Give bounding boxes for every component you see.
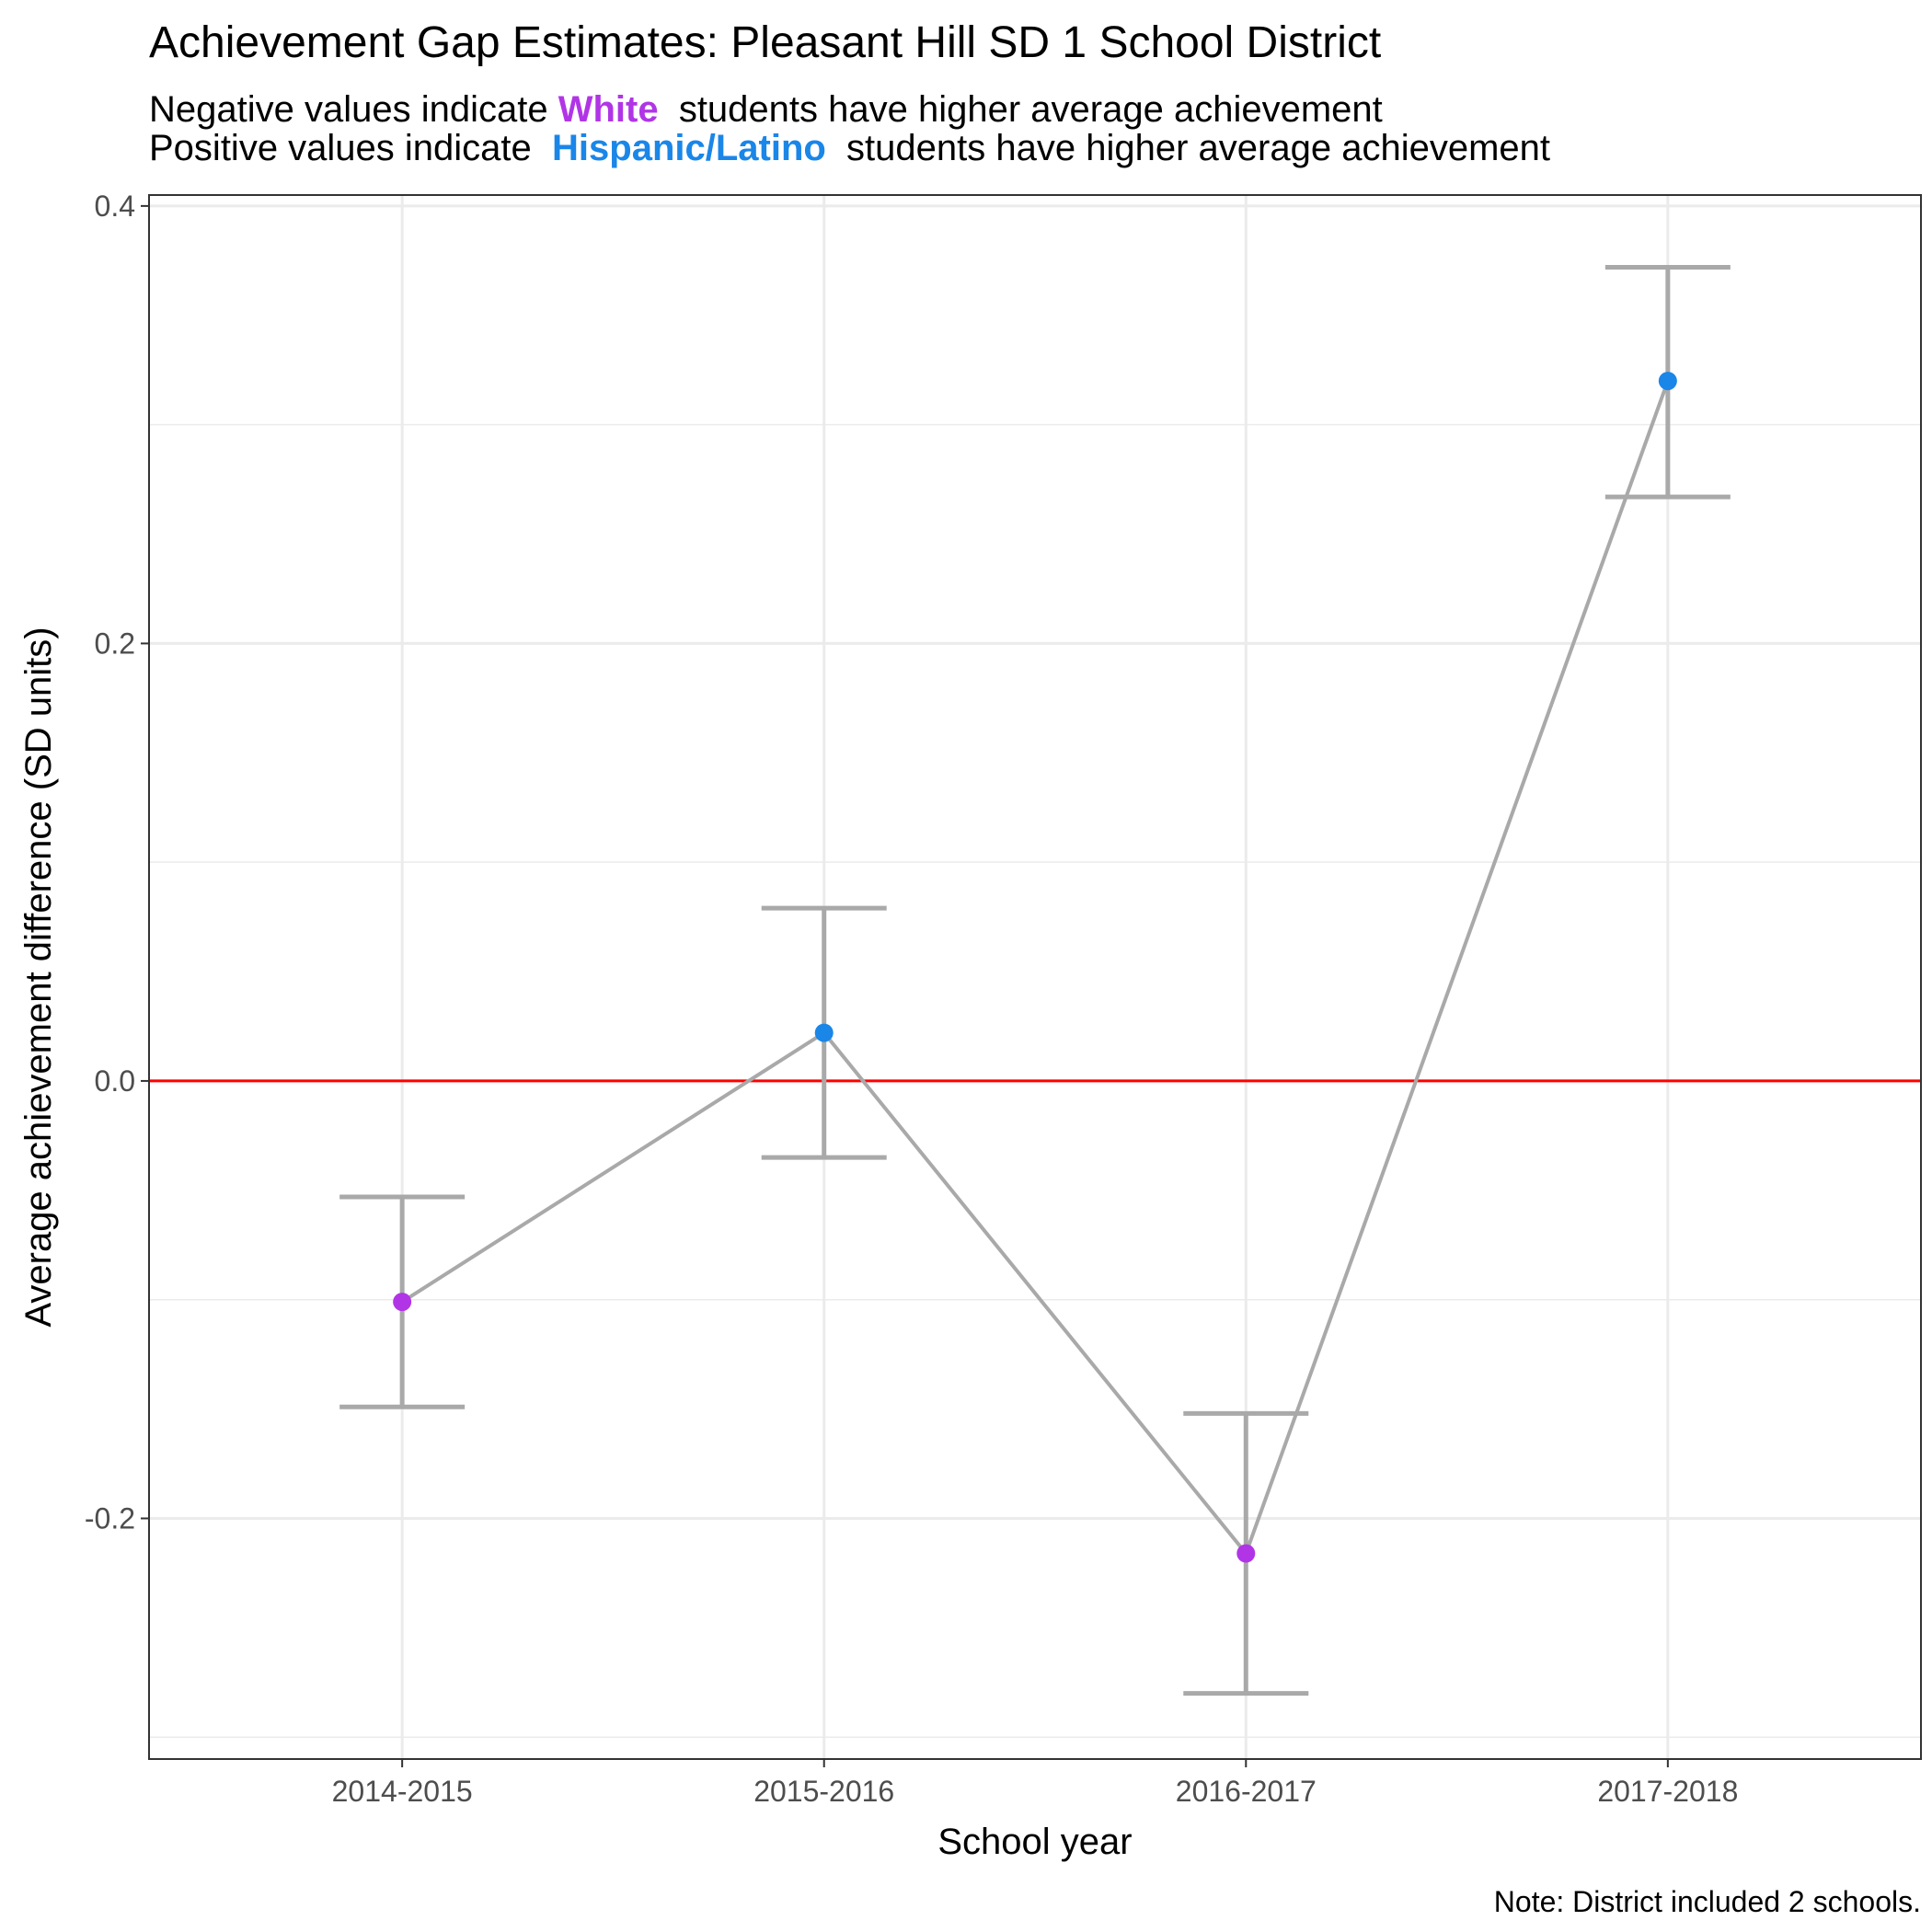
chart-subtitle-line-2: Positive values indicate Hispanic/Latino…	[149, 128, 1550, 168]
data-point	[1236, 1544, 1256, 1563]
subtitle-group-hispanic: Hispanic/Latino	[552, 128, 826, 168]
x-tick-label: 2016-2017	[1176, 1775, 1317, 1808]
y-axis: -0.2 0.0 0.2 0.4	[85, 190, 149, 1535]
x-axis: 2014-2015 2015-2016 2016-2017 2017-2018	[332, 1759, 1738, 1808]
y-tick-label: -0.2	[85, 1501, 135, 1535]
chart-subtitle-line-1: Negative values indicate White students …	[149, 89, 1383, 130]
x-tick-label: 2015-2016	[753, 1775, 894, 1808]
data-points	[393, 372, 1677, 1563]
x-tick-label: 2014-2015	[332, 1775, 473, 1808]
chart-caption: Note: District included 2 schools.	[1494, 1885, 1921, 1918]
plot-panel	[149, 195, 1921, 1759]
x-tick-label: 2017-2018	[1597, 1775, 1738, 1808]
y-tick-label: 0.4	[95, 190, 135, 223]
y-tick-label: 0.0	[95, 1064, 135, 1098]
subtitle-2-after: students have higher average achievement	[826, 128, 1550, 168]
data-point	[1658, 372, 1677, 391]
data-point	[393, 1293, 412, 1312]
subtitle-group-white: White	[558, 89, 659, 130]
subtitle-2-before: Positive values indicate	[149, 128, 552, 168]
data-point	[814, 1023, 834, 1042]
plot-border	[148, 194, 1922, 1760]
chart-title: Achievement Gap Estimates: Pleasant Hill…	[149, 18, 1381, 67]
trend-line	[401, 380, 1670, 1558]
y-axis-title: Average achievement difference (SD units…	[18, 627, 59, 1327]
x-axis-title: School year	[937, 1822, 1132, 1862]
y-tick-label: 0.2	[95, 627, 135, 660]
subtitle-1-before: Negative values indicate	[149, 89, 558, 130]
subtitle-1-after: students have higher average achievement	[659, 89, 1383, 130]
